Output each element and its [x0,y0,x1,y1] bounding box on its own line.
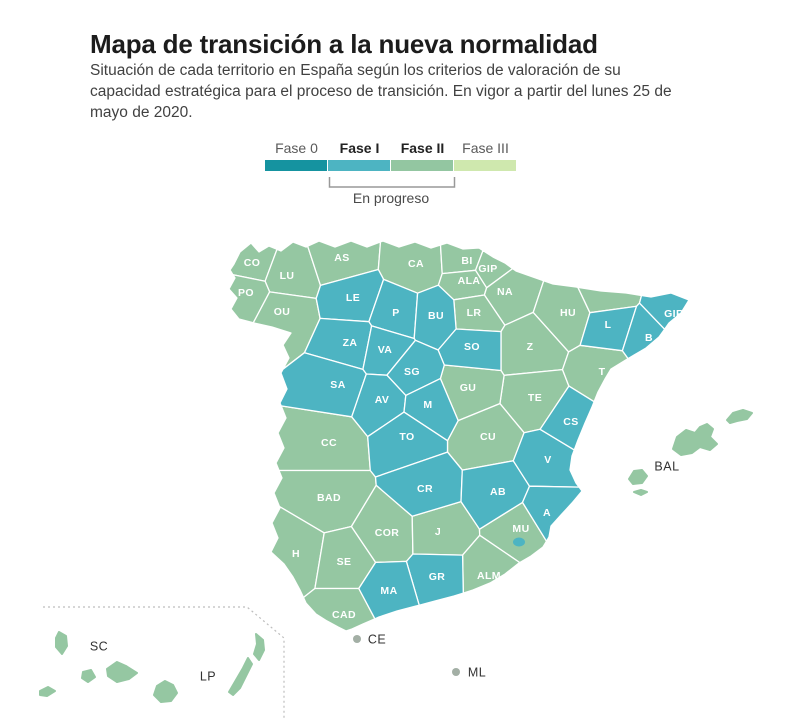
province-GIR [638,292,690,330]
province-label-HU: HU [560,307,576,319]
legend-label-fase1: Fase I [339,140,380,156]
province-label-M: M [423,399,432,411]
island-tenerife [106,661,138,683]
province-label-TE: TE [528,392,542,404]
province-label-MA: MA [380,585,397,597]
province-label-L: L [605,319,612,331]
city-label-ML: ML [468,665,486,679]
province-ALM [461,534,521,594]
subtitle: Situación de cada territorio en España s… [90,60,672,123]
city-dot-CE [353,635,361,643]
island-lanzarote [253,633,265,661]
province-label-SG: SG [404,366,420,378]
province-label-SE: SE [337,556,352,568]
province-label-J: J [435,526,441,538]
island-formentera [633,489,648,496]
island-la-gomera [81,669,96,683]
legend-label-fase3: Fase III [462,140,509,156]
island-la-palma [55,631,68,655]
province-label-BAD: BAD [317,492,341,504]
province-label-OU: OU [274,306,291,318]
province-label-MU: MU [512,523,529,535]
legend-label-fase0: Fase 0 [275,140,318,156]
province-label-LE: LE [346,292,360,304]
legend-swatch-fase1 [328,160,390,171]
province-label-VA: VA [378,344,393,356]
island-fuerteventura [228,657,253,696]
province-label-CAD: CAD [332,609,356,621]
subtitle-line: capacidad estratégica para el proceso de… [90,83,672,100]
island-mallorca [672,423,718,456]
island-ibiza [628,469,648,485]
province-label-CA: CA [408,258,424,270]
subtitle-line: Situación de cada territorio en España s… [90,62,621,79]
province-label-LU: LU [280,270,295,282]
province-MA [358,560,420,620]
province-label-CS: CS [563,416,578,428]
subtitle-line: mayo de 2020. [90,104,193,121]
city-dot-ML [452,668,460,676]
province-label-Z: Z [527,341,534,353]
province-label-GIR: GIR [664,308,684,320]
province-label-P: P [392,307,399,319]
island-label-BAL: BAL [654,459,679,473]
province-label-ALA: ALA [458,275,481,287]
province-label-TO: TO [399,431,414,443]
province-label-SO: SO [464,341,480,353]
province-label-CC: CC [321,437,337,449]
legend-swatch-fase2 [391,160,453,171]
legend-labels: Fase 0 Fase I Fase II Fase III [265,140,517,156]
province-SO [437,328,502,372]
province-label-NA: NA [497,286,513,298]
province-label-AB: AB [490,486,506,498]
province-label-CO: CO [244,257,261,269]
in-progress-bracket [328,177,456,188]
province-label-H: H [292,548,300,560]
in-progress-label: En progreso [352,190,430,206]
island-gran-canaria [153,680,178,703]
island-menorca [726,409,753,424]
province-label-B: B [645,332,653,344]
province-label-AV: AV [375,394,390,406]
island-label-LP: LP [200,669,216,683]
legend-label-fase2: Fase II [400,140,445,156]
province-label-LR: LR [467,307,482,319]
province-label-GR: GR [429,571,446,583]
province-label-ZA: ZA [343,337,358,349]
province-label-V: V [544,454,551,466]
page-title: Mapa de transición a la nueva normalidad [90,29,598,60]
island-el-hierro [39,686,56,697]
province-B [621,302,666,360]
city-label-CE: CE [368,632,386,646]
province-label-ALM: ALM [477,570,501,582]
province-CS [539,385,595,451]
province-label-PO: PO [238,287,254,299]
province-label-GIP: GIP [478,263,497,275]
province-label-BI: BI [461,255,472,267]
province-label-T: T [599,366,606,378]
legend-swatch-fase3 [454,160,516,171]
province-label-CR: CR [417,483,433,495]
island-label-SC: SC [90,639,108,653]
province-label-GU: GU [460,382,477,394]
phase-legend: Fase 0 Fase I Fase II Fase III [265,140,517,171]
province-label-A: A [543,507,551,519]
province-label-CU: CU [480,431,496,443]
province-label-SA: SA [330,379,345,391]
province-CO [229,242,278,282]
zone-totana [513,537,525,547]
legend-color-bar [265,160,517,171]
province-label-COR: COR [375,527,400,539]
canary-inset-border [43,606,285,718]
legend-swatch-fase0 [265,160,327,171]
province-label-BU: BU [428,310,444,322]
province-label-AS: AS [334,252,349,264]
province-A [521,485,583,542]
province-CAD [302,587,376,632]
